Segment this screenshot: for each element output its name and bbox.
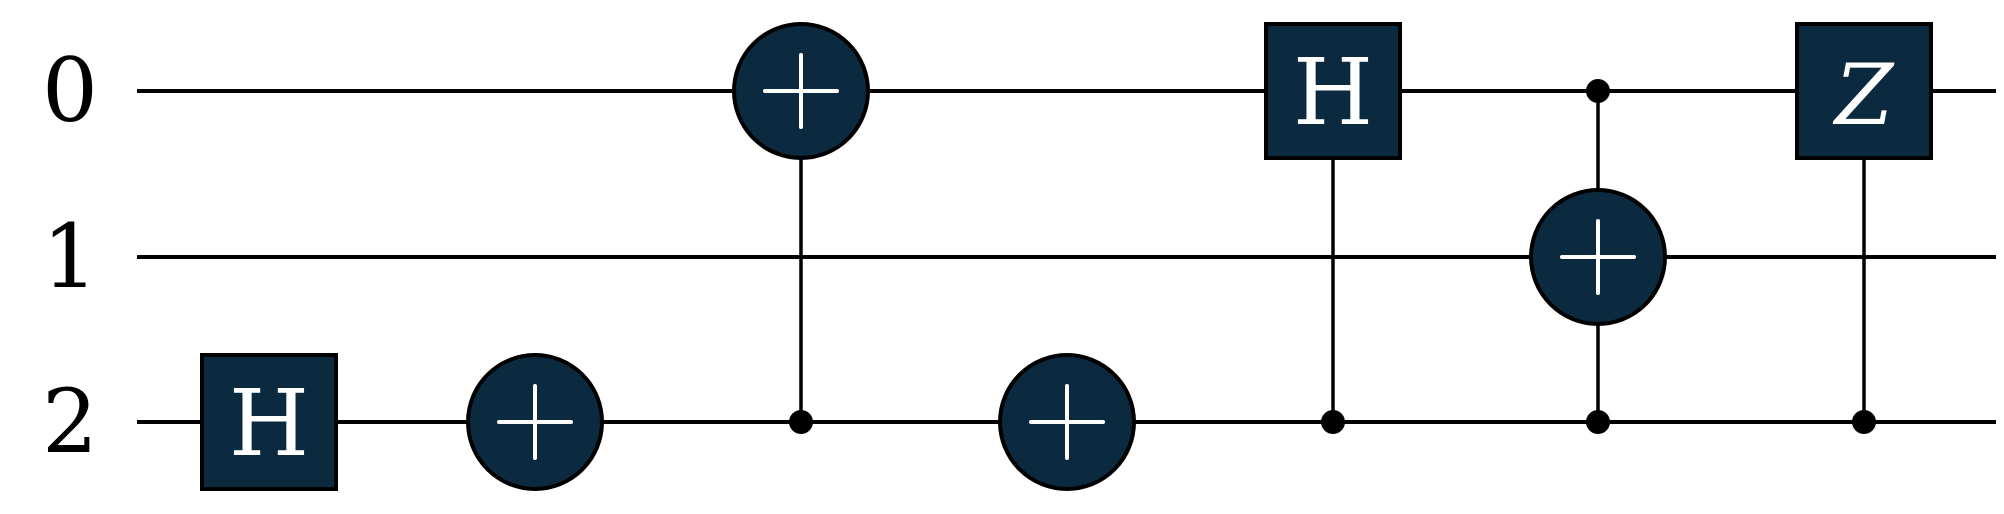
gate-label: H — [229, 370, 309, 477]
gate-x-3 — [998, 353, 1136, 491]
qubit-label-2: 2 — [42, 370, 98, 473]
gate-box — [200, 353, 338, 491]
gate-box — [1264, 22, 1402, 160]
control-dot — [1852, 410, 1876, 434]
qubit-label-1: 1 — [42, 205, 98, 308]
control-dot — [1586, 79, 1610, 103]
gate-box — [1795, 22, 1933, 160]
gate-label: H — [1293, 39, 1373, 146]
gate-ch-4: H — [1264, 22, 1402, 160]
control-dot — [1586, 410, 1610, 434]
control-dot — [789, 410, 813, 434]
qubit-label-0: 0 — [42, 39, 98, 142]
gate-h-0: H — [200, 353, 338, 491]
gate-x-1 — [466, 353, 604, 491]
gate-ccnot-5 — [1529, 188, 1667, 326]
gate-cz-6: Z — [1795, 22, 1933, 160]
control-dot — [1321, 410, 1345, 434]
gate-cnot-2 — [732, 22, 870, 160]
gate-label: Z — [1832, 46, 1895, 144]
